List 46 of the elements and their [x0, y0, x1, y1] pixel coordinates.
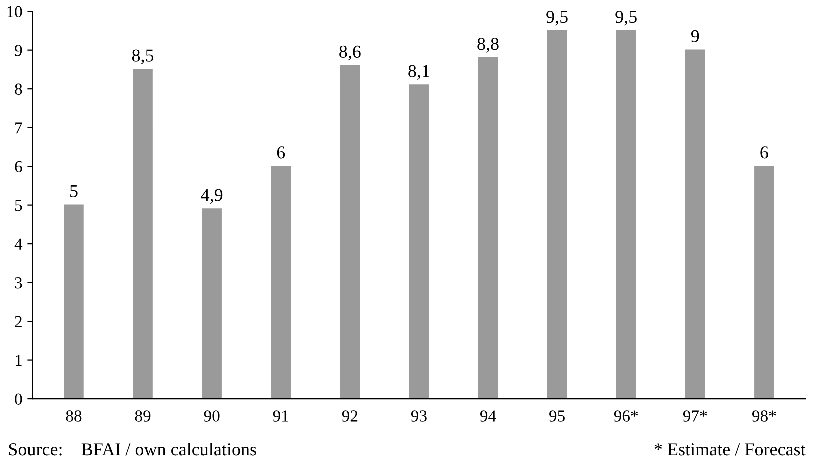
- x-tick-label: 94: [480, 410, 496, 422]
- y-tick-label: 5: [15, 200, 22, 212]
- y-tick-label: 1: [16, 355, 22, 366]
- data-label: 8,5: [132, 50, 154, 64]
- bar: [271, 166, 291, 400]
- data-label: 4,9: [201, 189, 223, 204]
- y-tick-label: 7: [16, 122, 22, 134]
- x-tick-label: 97*: [683, 410, 708, 422]
- y-tick-label: 0: [15, 394, 22, 405]
- bar: [547, 30, 568, 400]
- bar: [133, 69, 153, 400]
- bar: [686, 50, 706, 400]
- data-label: 9,5: [616, 11, 637, 26]
- x-tick-label: 98*: [752, 410, 776, 422]
- data-label: 8,1: [408, 65, 430, 80]
- x-tick-label: 89: [135, 410, 151, 422]
- bar: [409, 84, 430, 400]
- y-tick-label: 9: [15, 45, 22, 56]
- y-tick-label: 3: [15, 278, 22, 289]
- y-tick-label: 10: [8, 6, 22, 18]
- bar: [754, 166, 774, 400]
- data-label: 6: [277, 146, 286, 159]
- x-tick-label: 95: [550, 410, 565, 422]
- x-tick-label: 92: [342, 410, 358, 422]
- x-tick-label: 91: [273, 410, 288, 422]
- source-note: Source: BFAI / own calculations: [9, 442, 256, 456]
- y-tick-label: 4: [14, 238, 23, 250]
- bar: [64, 204, 84, 400]
- data-label: 8,8: [478, 38, 499, 53]
- data-label: 8,6: [340, 46, 361, 61]
- x-tick-label: 93: [411, 410, 427, 422]
- bar: [340, 65, 360, 400]
- bar: [202, 208, 222, 400]
- x-tick-label: 96*: [614, 410, 638, 422]
- x-tick-label: 90: [204, 410, 220, 422]
- data-label: 9: [691, 30, 700, 43]
- data-label: 6: [760, 146, 768, 159]
- data-label: 9,5: [546, 11, 568, 26]
- y-tick-label: 8: [15, 84, 22, 96]
- text: * Estimate / Forecast: [654, 444, 806, 456]
- bar: [478, 58, 498, 400]
- y-tick-label: 2: [15, 316, 22, 328]
- bar: [616, 30, 636, 400]
- data-label: 5: [70, 185, 78, 198]
- x-tick-label: 88: [66, 410, 82, 422]
- y-tick-label: 6: [15, 161, 22, 173]
